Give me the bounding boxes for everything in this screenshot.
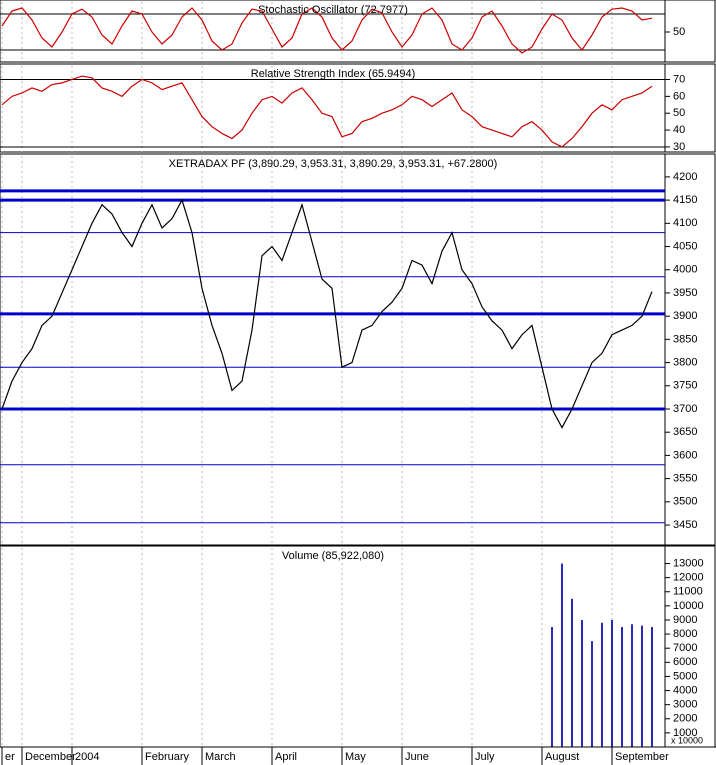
y-tick-label: 3700	[673, 403, 697, 415]
y-tick-label: 10000	[673, 600, 704, 612]
y-tick-label: 50	[673, 26, 685, 38]
panel-title: Volume (85,922,080)	[282, 550, 384, 562]
y-tick-label: 3750	[673, 380, 697, 392]
y-tick-label: 3850	[673, 333, 697, 345]
volume-bar	[631, 624, 633, 747]
y-tick-label: 3450	[673, 519, 697, 531]
series-line	[1, 198, 653, 429]
y-tick-label: 3000	[673, 699, 697, 711]
x-tick-label: June	[405, 751, 429, 763]
panel-frame	[0, 545, 716, 748]
y-tick-label: 4000	[673, 264, 697, 276]
volume-bar	[551, 627, 553, 747]
y-tick-label: 12000	[673, 572, 704, 584]
y-tick-label: 3900	[673, 310, 697, 322]
panel-frame	[0, 63, 716, 153]
y-tick-label: 4150	[673, 194, 697, 206]
y-tick-label: 30	[673, 141, 685, 153]
y-tick-label: 6000	[673, 656, 697, 668]
y-tick-label: 40	[673, 124, 685, 136]
x-tick-label: April	[275, 751, 297, 763]
panel-title: XETRADAX PF (3,890.29, 3,953.31, 3,890.2…	[169, 158, 498, 170]
series-line	[1, 75, 653, 148]
y-tick-label: 7000	[673, 642, 697, 654]
y-tick-label: 4050	[673, 240, 697, 252]
y-tick-label: 4000	[673, 684, 697, 696]
volume-bar	[611, 619, 613, 747]
volume-bar	[651, 627, 653, 747]
y-tick-label: 50	[673, 107, 685, 119]
volume-bar	[621, 627, 623, 747]
x-tick-label: March	[205, 751, 236, 763]
panel-frame	[0, 153, 716, 546]
x-tick-label: August	[545, 751, 579, 763]
y-tick-label: 3600	[673, 449, 697, 461]
panel-frame	[0, 0, 716, 63]
volume-bar	[591, 641, 593, 747]
volume-bar	[571, 598, 573, 747]
volume-bar	[601, 622, 603, 747]
x-tick-label: er	[5, 751, 15, 763]
volume-bar	[561, 563, 563, 747]
series-line	[1, 7, 653, 54]
y-tick-label: 8000	[673, 628, 697, 640]
y-tick-label: 4100	[673, 217, 697, 229]
x-tick-label: September	[615, 751, 669, 763]
y-tick-label: 11000	[673, 586, 703, 598]
y-tick-label: 4200	[673, 171, 697, 183]
volume-bar	[581, 619, 583, 747]
volume-bar	[641, 625, 643, 747]
y-tick-label: 2000	[673, 713, 697, 725]
y-tick-label: 9000	[673, 614, 697, 626]
y-tick-label: 3500	[673, 496, 697, 508]
x-tick-label: 2004	[75, 751, 99, 763]
y-tick-label: 3800	[673, 356, 697, 368]
multiplier-label: x 10000	[671, 735, 703, 745]
panel-title: Relative Strength Index (65.9494)	[251, 68, 416, 80]
y-tick-label: 13000	[673, 557, 704, 569]
x-tick-label: May	[345, 751, 366, 763]
y-tick-label: 70	[673, 73, 685, 85]
x-tick-label: July	[475, 751, 495, 763]
y-tick-label: 60	[673, 90, 685, 102]
x-tick-label: December	[25, 751, 76, 763]
y-tick-label: 5000	[673, 670, 697, 682]
y-tick-label: 3950	[673, 287, 697, 299]
panel-title: Stochastic Oscillator (72.7977)	[258, 4, 408, 16]
x-tick-label: February	[145, 751, 190, 763]
y-tick-label: 1000	[673, 727, 697, 739]
y-tick-label: 3650	[673, 426, 697, 438]
y-tick-label: 3550	[673, 473, 697, 485]
